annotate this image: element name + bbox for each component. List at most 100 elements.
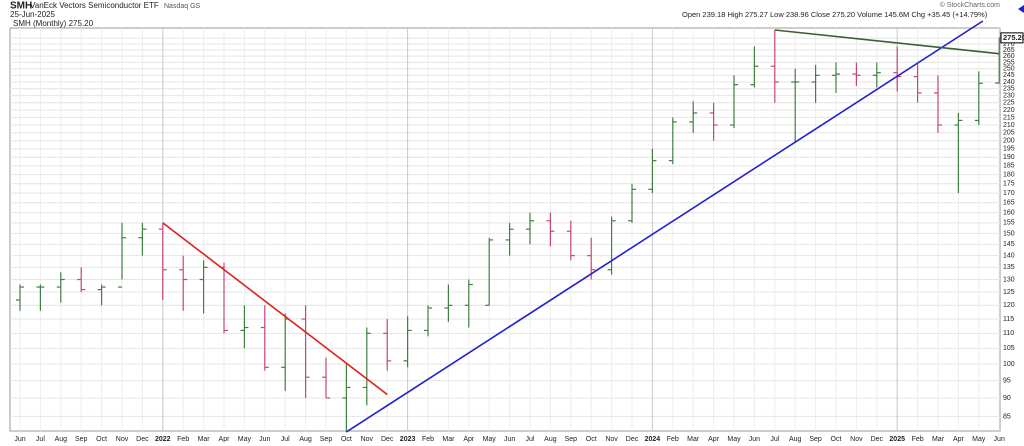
x-tick-label: Mar xyxy=(198,436,211,443)
y-tick-label: 150 xyxy=(1003,230,1015,237)
y-tick-label: 135 xyxy=(1003,264,1015,271)
y-tick-label: 125 xyxy=(1003,289,1015,296)
y-tick-label: 210 xyxy=(1003,122,1015,129)
trendline xyxy=(774,29,1000,55)
x-tick-label: Feb xyxy=(422,436,434,443)
x-tick-label: Feb xyxy=(912,436,924,443)
ticker: SMH xyxy=(10,1,32,12)
y-tick-label: 100 xyxy=(1003,361,1015,368)
x-tick-label: Dec xyxy=(626,436,639,443)
y-tick-label: 245 xyxy=(1003,72,1015,79)
trendline xyxy=(162,222,388,396)
y-tick-label: 90 xyxy=(1003,395,1011,402)
x-tick-label: Oct xyxy=(586,436,597,443)
x-tick-label: Aug xyxy=(789,436,802,443)
x-tick-label: May xyxy=(727,436,741,443)
y-tick-label: 155 xyxy=(1003,220,1015,227)
x-tick-label: Jul xyxy=(36,436,45,443)
x-tick-label: Nov xyxy=(850,436,863,443)
x-tick-label: Oct xyxy=(96,436,107,443)
x-tick-label: Oct xyxy=(341,436,352,443)
x-tick-label: Feb xyxy=(177,436,189,443)
x-tick-label: Nov xyxy=(605,436,618,443)
y-tick-label: 235 xyxy=(1003,86,1015,93)
x-tick-label: Apr xyxy=(708,436,720,443)
legend: SMH (Monthly) 275.20 xyxy=(13,19,94,28)
x-tick-label: Apr xyxy=(219,436,231,443)
y-tick-label: 195 xyxy=(1003,146,1015,153)
y-tick-label: 190 xyxy=(1003,154,1015,161)
x-tick-label: Nov xyxy=(116,436,129,443)
x-tick-label: May xyxy=(483,436,497,443)
x-tick-label: Jul xyxy=(281,436,290,443)
x-tick-label: Jun xyxy=(749,436,760,443)
grid xyxy=(10,28,1000,431)
y-tick-label: 270 xyxy=(1003,41,1015,48)
x-tick-label: Dec xyxy=(381,436,394,443)
x-tick-label: Apr xyxy=(953,436,965,443)
y-tick-label: 170 xyxy=(1003,190,1015,197)
y-tick-label: 180 xyxy=(1003,172,1015,179)
x-tick-label: Apr xyxy=(463,436,475,443)
price-box xyxy=(1000,32,1024,44)
x-tick-label: Mar xyxy=(442,436,455,443)
y-tick-label: 160 xyxy=(1003,209,1015,216)
trendline xyxy=(345,20,984,433)
y-tick-label: 215 xyxy=(1003,114,1015,121)
marks xyxy=(16,20,1004,433)
y-tick-label: 225 xyxy=(1003,100,1015,107)
exchange: Nasdaq GS xyxy=(164,3,201,10)
y-tick-label: 130 xyxy=(1003,276,1015,283)
x-tick-label: Nov xyxy=(361,436,374,443)
y-tick-label: 110 xyxy=(1003,330,1014,337)
y-tick-label: 175 xyxy=(1003,181,1015,188)
y-tick-label: 140 xyxy=(1003,252,1015,259)
x-tick-label: 2024 xyxy=(645,436,661,443)
x-tick-label: Sep xyxy=(75,436,88,443)
y-tick-label: 265 xyxy=(1003,47,1015,54)
x-tick-label: May xyxy=(972,436,986,443)
x-tick-label: Sep xyxy=(320,436,333,443)
x-tick-label: Feb xyxy=(667,436,679,443)
x-tick-label: Dec xyxy=(871,436,884,443)
y-tick-label: 260 xyxy=(1003,53,1015,60)
y-tick-label: 230 xyxy=(1003,93,1015,100)
x-tick-label: Mar xyxy=(687,436,700,443)
y-tick-label: 240 xyxy=(1003,79,1015,86)
chart-subtitle: VanEck Vectors Semiconductor ETF xyxy=(30,1,159,10)
y-tick-label: 105 xyxy=(1003,345,1015,352)
x-tick-label: Sep xyxy=(565,436,578,443)
date: 25-Jun-2025 xyxy=(10,10,55,19)
y-tick-label: 165 xyxy=(1003,200,1015,207)
x-tick-label: 2023 xyxy=(400,436,416,443)
x-tick-label: Mar xyxy=(932,436,945,443)
x-tick-label: May xyxy=(238,436,252,443)
x-tick-label: Jul xyxy=(770,436,779,443)
x-tick-label: Sep xyxy=(809,436,822,443)
y-tick-label: 145 xyxy=(1003,241,1015,248)
y-tick-label: 95 xyxy=(1003,377,1011,384)
source: © StockCharts.com xyxy=(940,1,1001,9)
x-tick-label: Jun xyxy=(14,436,25,443)
x-tick-label: Aug xyxy=(55,436,68,443)
y-tick-label: 185 xyxy=(1003,163,1015,170)
y-tick-label: 115 xyxy=(1003,316,1014,323)
x-tick-label: Jun xyxy=(259,436,270,443)
x-tick-label: Oct xyxy=(831,436,842,443)
x-tick-label: Jun xyxy=(504,436,515,443)
x-tick-label: 2025 xyxy=(889,436,905,443)
arrow-icon xyxy=(1018,5,1024,13)
y-tick-label: 85 xyxy=(1003,413,1011,420)
quote: Open 239.18 High 275.27 Low 238.96 Close… xyxy=(682,10,988,19)
x-tick-label: 2022 xyxy=(155,436,171,443)
x-tick-label: Aug xyxy=(299,436,312,443)
y-tick-label: 255 xyxy=(1003,59,1015,66)
x-tick-label: Jul xyxy=(526,436,535,443)
x-tick-label: Aug xyxy=(544,436,557,443)
y-tick-label: 200 xyxy=(1003,138,1015,145)
x-tick-label: Jun xyxy=(994,436,1005,443)
y-tick-label: 205 xyxy=(1003,130,1015,137)
x-tick-label: Dec xyxy=(136,436,149,443)
